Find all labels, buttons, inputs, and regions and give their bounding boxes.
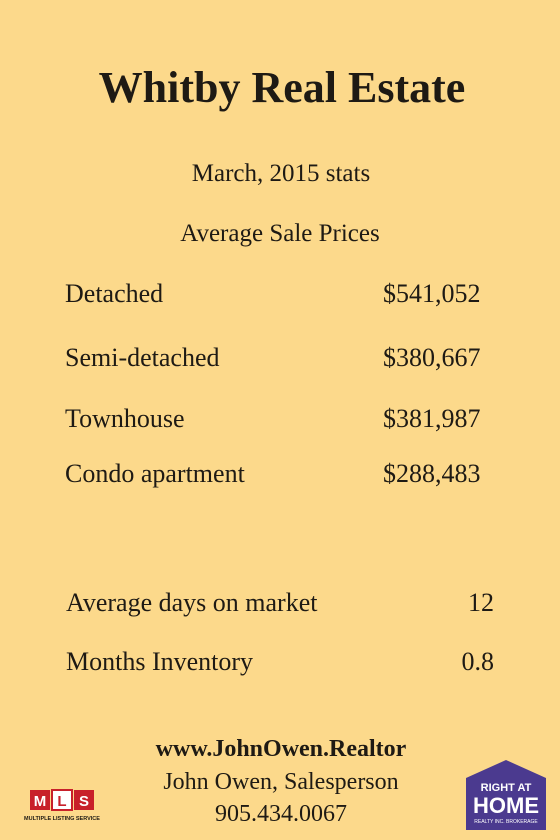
row-label: Months Inventory [66,647,253,676]
mls-box [74,790,94,810]
row-value: $541,052 [383,279,481,308]
agent-name: John Owen, Salesperson [163,769,398,795]
logo-main: HOME [473,793,539,818]
row-value: $380,667 [383,343,481,372]
mls-letter: L [57,793,66,810]
mls-logo: M L S MULTIPLE LISTING SERVICE [24,789,100,822]
subtitle: March, 2015 stats [192,160,370,187]
logo-caption: REALTY INC. BROKERAGE [474,819,538,825]
row-label: Average days on market [66,588,318,617]
row-value: $288,483 [383,459,481,488]
phone: 905.434.0067 [215,801,347,827]
row-value: 0.8 [462,647,495,676]
row-label: Semi-detached [65,343,220,372]
row-label: Townhouse [65,404,185,433]
row-value: $381,987 [383,404,481,433]
mls-letter: M [34,793,47,810]
mls-caption: MULTIPLE LISTING SERVICE [24,816,100,822]
right-at-home-logo: RIGHT AT HOME REALTY INC. BROKERAGE [466,760,546,830]
mls-letter: S [79,793,89,810]
mls-box [51,789,73,811]
row-label: Condo apartment [65,459,246,488]
market-table: Average days on market 12 Months Inventory… [66,588,494,676]
logo-house [466,760,546,830]
website: www.JohnOwen.Realtor [156,736,407,762]
mls-box [30,790,50,810]
row-value: 12 [468,588,494,617]
logo-top: RIGHT AT [481,782,532,794]
section-heading: Average Sale Prices [180,220,379,247]
price-table: Detached $541,052 Semi-detached $380,667 Tow… [65,279,481,488]
title: Whitby Real Estate [99,63,466,112]
row-label: Detached [65,279,163,308]
